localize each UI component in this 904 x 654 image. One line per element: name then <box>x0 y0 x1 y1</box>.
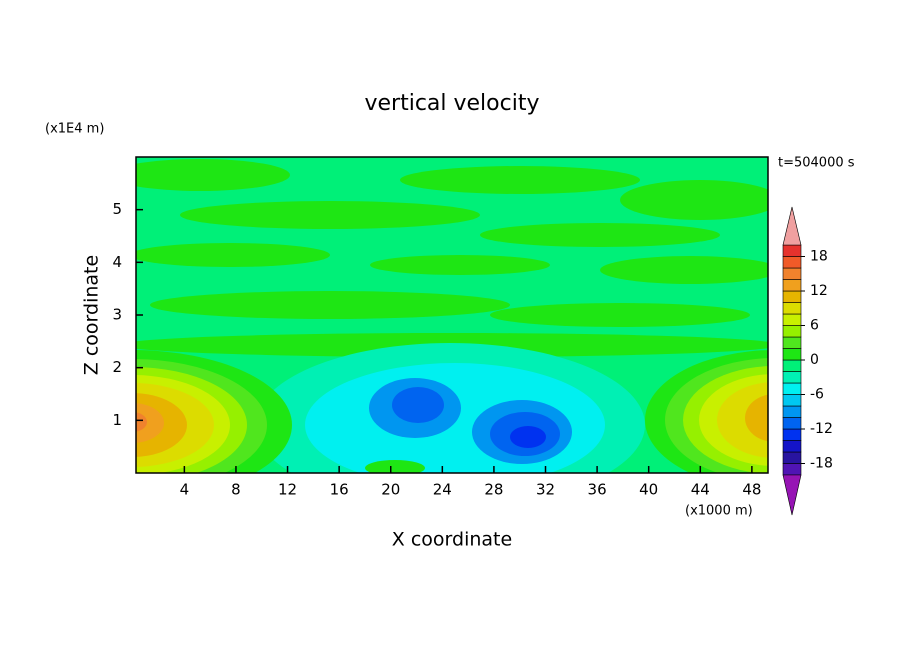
colorbar-box <box>782 244 802 257</box>
colorbar-box <box>782 440 802 453</box>
colorbar-over <box>782 206 802 246</box>
colorbar-box <box>782 417 802 430</box>
colorbar-box <box>782 325 802 338</box>
colorbar-tick-label: 18 <box>810 249 828 265</box>
x-tick-label: 44 <box>691 481 710 499</box>
x-tick-label: 8 <box>231 481 241 499</box>
colorbar-tick-label: -12 <box>810 421 833 437</box>
colorbar-under <box>782 474 802 516</box>
colorbar-box <box>782 371 802 384</box>
y-axis-label: Z coordinate <box>81 255 103 375</box>
colorbar-tick-label: 6 <box>810 318 819 334</box>
colorbar-box <box>782 256 802 269</box>
y-unit: (x1E4 m) <box>45 122 104 137</box>
x-tick-label: 16 <box>330 481 349 499</box>
colorbar-box <box>782 336 802 349</box>
x-tick-label: 40 <box>639 481 658 499</box>
colorbar-box <box>782 279 802 292</box>
y-tick-label: 3 <box>112 306 122 324</box>
colorbar-box <box>782 359 802 372</box>
colorbar-box <box>782 394 802 407</box>
x-tick-label: 36 <box>588 481 607 499</box>
colorbar-box <box>782 290 802 303</box>
y-tick-label: 2 <box>112 358 122 376</box>
x-tick-label: 24 <box>433 481 452 499</box>
x-tick-label: 4 <box>180 481 190 499</box>
x-tick-label: 28 <box>484 481 503 499</box>
y-tick-label: 1 <box>112 411 122 429</box>
x-axis-label: X coordinate <box>392 529 512 551</box>
chart-title: vertical velocity <box>364 91 539 116</box>
colorbar-tick-label: -6 <box>810 387 824 403</box>
colorbar-box <box>782 382 802 395</box>
colorbar-box <box>782 267 802 280</box>
colorbar-tick-label: -18 <box>810 456 833 472</box>
colorbar-tick-label: 12 <box>810 283 828 299</box>
colorbar-box <box>782 451 802 464</box>
x-tick-label: 32 <box>536 481 555 499</box>
contour-field <box>136 157 768 473</box>
y-tick-label: 5 <box>112 200 122 218</box>
colorbar-tick-label: 0 <box>810 352 819 368</box>
y-tick-label: 4 <box>112 253 122 271</box>
colorbar-box <box>782 313 802 326</box>
colorbar-box <box>782 348 802 361</box>
colorbar-box <box>782 302 802 315</box>
colorbar-box <box>782 405 802 418</box>
colorbar-box <box>782 463 802 476</box>
x-unit: (x1000 m) <box>685 504 753 519</box>
colorbar-box <box>782 428 802 441</box>
x-tick-label: 12 <box>278 481 297 499</box>
x-tick-label: 20 <box>381 481 400 499</box>
time-annotation: t=504000 s <box>778 156 855 171</box>
x-tick-label: 48 <box>742 481 761 499</box>
